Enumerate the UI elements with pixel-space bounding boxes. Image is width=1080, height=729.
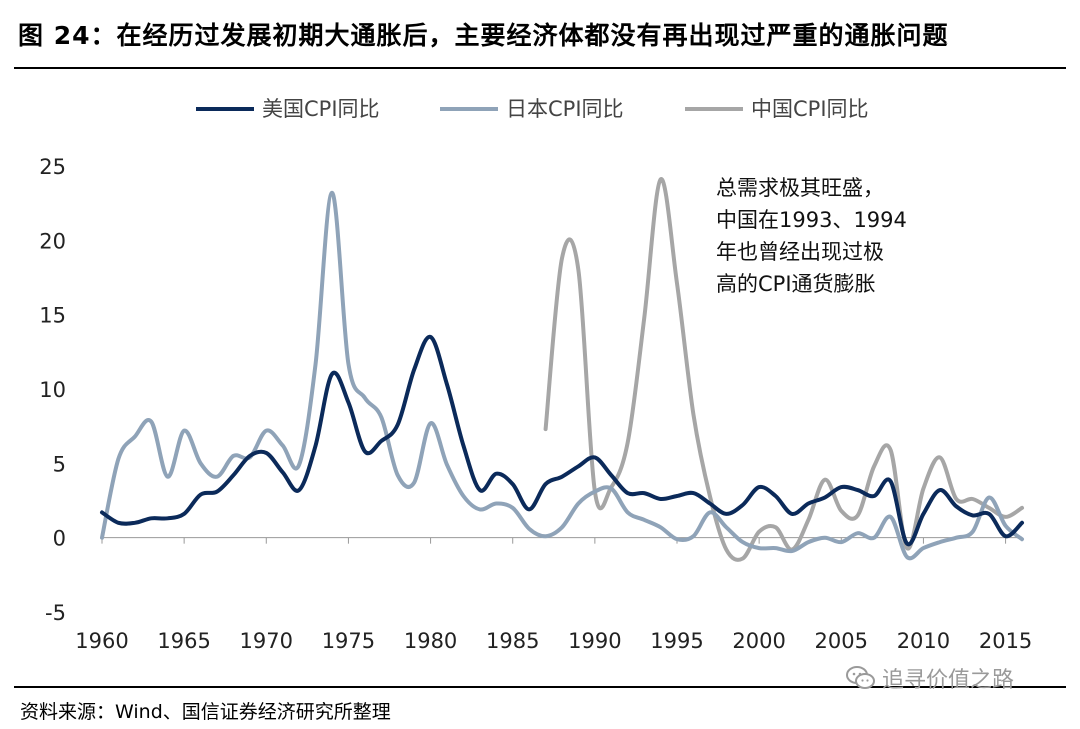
y-tick-label: 20 xyxy=(39,229,66,253)
legend-label: 中国CPI同比 xyxy=(751,97,869,121)
legend-label: 日本CPI同比 xyxy=(506,97,624,121)
x-tick-label: 2005 xyxy=(815,629,868,653)
series-layer xyxy=(100,177,1024,562)
japan-cpi-line xyxy=(100,190,1024,561)
us-cpi-line xyxy=(100,334,1024,547)
figure-title: 图 24：在经历过发展初期大通胀后，主要经济体都没有再出现过严重的通胀问题 xyxy=(18,21,949,50)
x-tick-label: 2010 xyxy=(897,629,950,653)
watermark-text: 追寻价值之路 xyxy=(882,668,1015,693)
legend: 美国CPI同比 日本CPI同比 中国CPI同比 xyxy=(196,97,869,121)
annotation-line: 高的CPI通货膨胀 xyxy=(716,272,876,296)
annotation-line: 年也曾经出现过极 xyxy=(716,240,884,264)
x-tick-label: 1995 xyxy=(650,629,703,653)
footer-divider xyxy=(14,686,1066,688)
y-tick-label: 25 xyxy=(39,155,66,179)
legend-label: 美国CPI同比 xyxy=(262,97,380,121)
annotation-line: 中国在1993、1994 xyxy=(716,208,907,232)
x-tick-label: 1975 xyxy=(322,629,375,653)
x-tick-label: 1970 xyxy=(240,629,293,653)
x-tick-label: 1965 xyxy=(157,629,210,653)
x-axis: 1960 1965 1970 1975 1980 1985 1990 1995 2000 2005… xyxy=(75,537,1032,653)
cpi-line-chart: 1960 1965 1970 1975 1980 1985 1990 1995 2000 2005… xyxy=(39,97,1032,653)
x-tick-label: 2015 xyxy=(979,629,1032,653)
legend-item-japan: 日本CPI同比 xyxy=(440,97,624,121)
y-tick-label: 15 xyxy=(39,304,66,328)
legend-item-us: 美国CPI同比 xyxy=(196,97,380,121)
source-note: 资料来源：Wind、国信证券经济研究所整理 xyxy=(20,701,391,723)
x-tick-label: 2000 xyxy=(732,629,785,653)
y-tick-label: 10 xyxy=(39,378,66,402)
y-tick-label: 5 xyxy=(53,452,66,476)
title-divider xyxy=(14,67,1066,69)
y-axis: -5 0 5 10 15 20 25 xyxy=(39,155,66,625)
y-tick-label: -5 xyxy=(45,601,66,625)
x-tick-label: 1980 xyxy=(404,629,457,653)
y-tick-label: 0 xyxy=(53,527,66,551)
wechat-icon xyxy=(846,666,875,689)
x-tick-label: 1990 xyxy=(568,629,621,653)
x-tick-label: 1960 xyxy=(75,629,128,653)
annotation-line: 总需求极其旺盛， xyxy=(716,176,884,200)
watermark: 追寻价值之路 xyxy=(846,662,1014,694)
legend-item-china: 中国CPI同比 xyxy=(685,97,869,121)
x-tick-label: 1985 xyxy=(486,629,539,653)
